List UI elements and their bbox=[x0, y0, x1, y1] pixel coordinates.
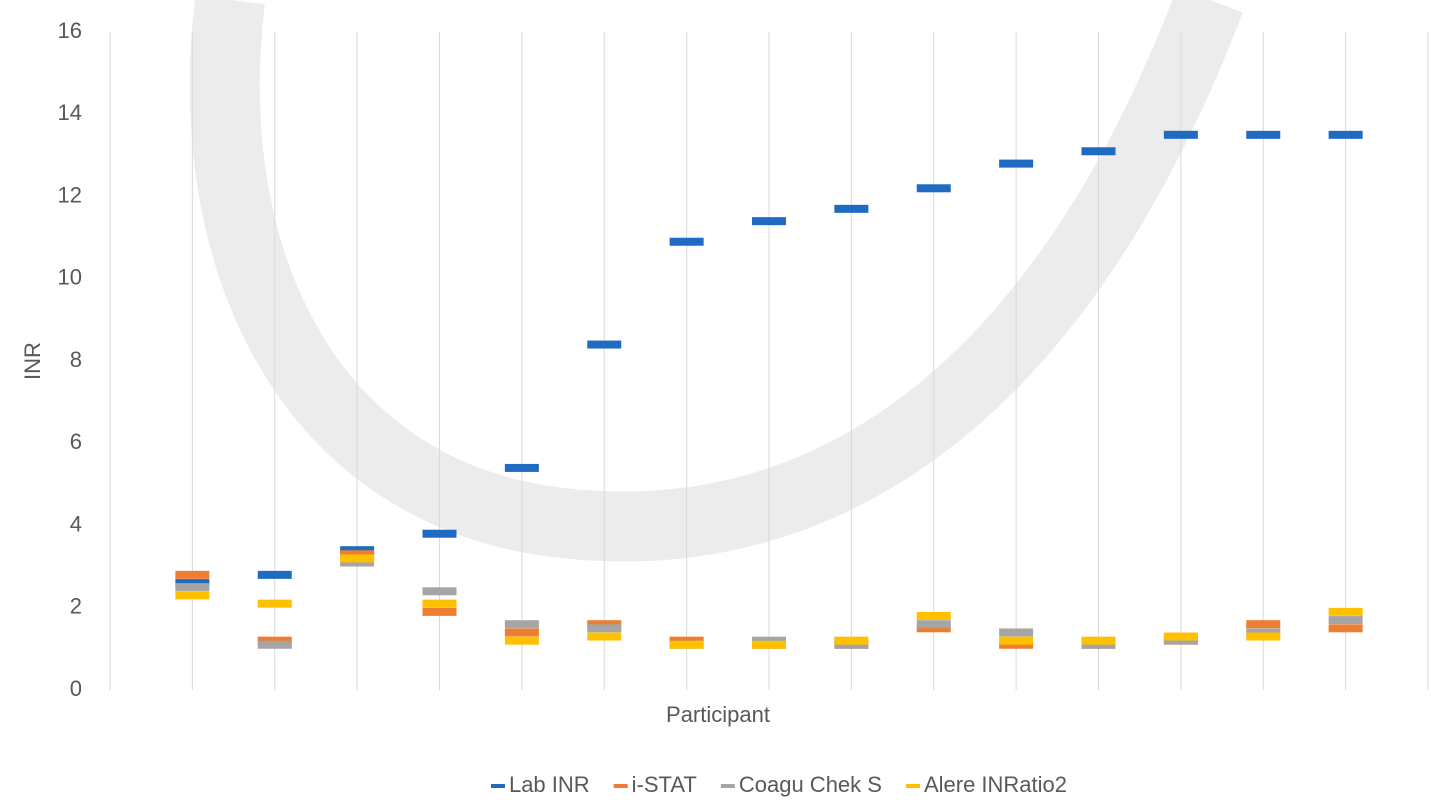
dash-marker bbox=[258, 641, 292, 649]
dash-marker bbox=[175, 591, 209, 599]
dash-marker bbox=[1246, 620, 1280, 628]
dash-marker bbox=[670, 641, 704, 649]
dash-marker bbox=[587, 341, 621, 349]
dash-marker bbox=[1329, 624, 1363, 632]
y-tick-label: 6 bbox=[70, 429, 82, 454]
dash-marker bbox=[258, 600, 292, 608]
dash-marker bbox=[258, 571, 292, 579]
y-tick-label: 8 bbox=[70, 347, 82, 372]
legend-label: i-STAT bbox=[632, 772, 697, 797]
dash-marker bbox=[1164, 131, 1198, 139]
legend-label: Coagu Chek S bbox=[739, 772, 882, 797]
y-tick-label: 12 bbox=[58, 182, 82, 207]
dash-marker bbox=[1246, 131, 1280, 139]
dash-marker bbox=[834, 637, 868, 645]
dash-marker bbox=[1082, 637, 1116, 645]
dash-marker bbox=[423, 608, 457, 616]
dash-marker bbox=[175, 571, 209, 579]
legend-swatch bbox=[721, 784, 735, 788]
dash-marker bbox=[587, 624, 621, 632]
y-tick-label: 16 bbox=[58, 18, 82, 43]
dash-marker bbox=[752, 217, 786, 225]
dash-marker bbox=[505, 637, 539, 645]
legend-swatch bbox=[614, 784, 628, 788]
dash-marker bbox=[1329, 608, 1363, 616]
dash-marker bbox=[917, 620, 951, 628]
dash-marker bbox=[340, 554, 374, 562]
y-axis-title: INR bbox=[20, 342, 45, 380]
dash-marker bbox=[999, 628, 1033, 636]
dash-marker bbox=[423, 600, 457, 608]
y-tick-label: 10 bbox=[58, 265, 82, 290]
dash-marker bbox=[999, 160, 1033, 168]
dash-marker bbox=[999, 637, 1033, 645]
legend-label: Alere INRatio2 bbox=[924, 772, 1067, 797]
dash-marker bbox=[1164, 633, 1198, 641]
dash-marker bbox=[423, 530, 457, 538]
dash-marker bbox=[917, 184, 951, 192]
dash-marker bbox=[587, 633, 621, 641]
dash-marker bbox=[1246, 633, 1280, 641]
legend-label: Lab INR bbox=[509, 772, 590, 797]
dash-marker bbox=[505, 620, 539, 628]
dash-marker bbox=[917, 612, 951, 620]
dash-marker bbox=[1329, 131, 1363, 139]
legend-swatch bbox=[906, 784, 920, 788]
dash-marker bbox=[834, 205, 868, 213]
y-tick-label: 4 bbox=[70, 511, 82, 536]
dash-marker bbox=[505, 628, 539, 636]
chart: Participant INR 0 2 4 6 8 10 12 14 16 Lab INR i-ST… bbox=[0, 0, 1431, 809]
dash-marker bbox=[1082, 147, 1116, 155]
dash-marker bbox=[175, 583, 209, 591]
watermark bbox=[225, 0, 1210, 527]
page: Participant INR 0 2 4 6 8 10 12 14 16 Lab INR i-ST… bbox=[0, 0, 1431, 809]
y-tick-label: 2 bbox=[70, 594, 82, 619]
y-tick-label: 0 bbox=[70, 676, 82, 701]
legend-swatch bbox=[491, 784, 505, 788]
x-axis-title: Participant bbox=[666, 702, 770, 727]
dash-marker bbox=[1329, 616, 1363, 624]
dash-marker bbox=[505, 464, 539, 472]
dash-marker bbox=[423, 587, 457, 595]
dash-marker bbox=[752, 641, 786, 649]
y-tick-label: 14 bbox=[58, 100, 82, 125]
dash-marker bbox=[670, 238, 704, 246]
